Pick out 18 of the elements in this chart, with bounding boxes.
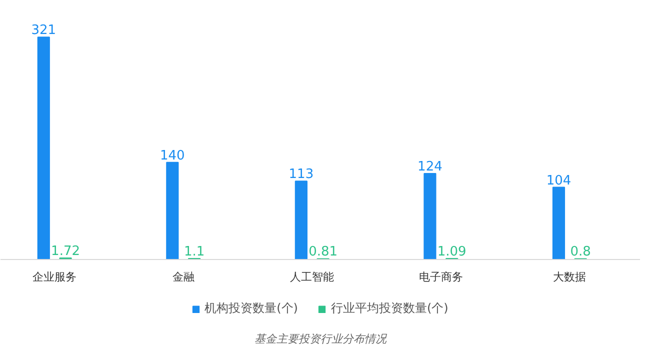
x-tick-label: 电子商务 xyxy=(418,270,463,284)
x-tick-label: 金融 xyxy=(172,270,194,284)
data-label: 321 xyxy=(31,23,56,38)
data-label: 1.1 xyxy=(184,244,205,260)
data-label: 1.72 xyxy=(51,244,80,260)
data-label: 0.81 xyxy=(308,244,338,260)
x-tick-label: 人工智能 xyxy=(290,270,334,284)
data-label: 113 xyxy=(288,167,314,182)
data-label: 124 xyxy=(418,159,442,174)
data-label: 140 xyxy=(160,148,185,164)
text: 基金主要投资行业分布情况 xyxy=(254,332,388,346)
x-tick-label: 大数据 xyxy=(553,270,586,284)
legend-label: 机构投资数量(个) xyxy=(204,300,298,317)
data-label: 1.09 xyxy=(437,244,466,260)
data-label: 104 xyxy=(546,173,572,188)
x-tick-label: 企业服务 xyxy=(32,270,77,284)
legend-label: 行业平均投资数量(个) xyxy=(331,300,448,317)
data-label: 0.8 xyxy=(570,244,591,260)
